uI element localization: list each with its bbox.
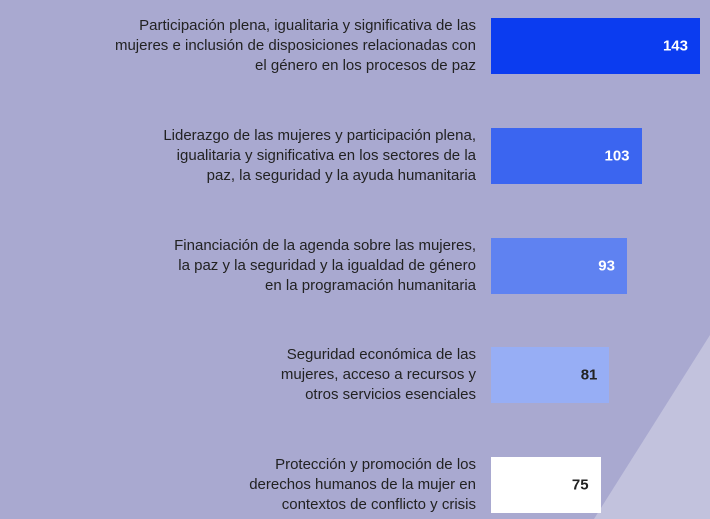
background-shape [594, 335, 710, 519]
value-label: 75 [571, 476, 589, 494]
bar: 75 [491, 457, 601, 513]
bar: 143 [491, 18, 700, 74]
bar: 103 [491, 127, 642, 184]
bar: 93 [491, 237, 627, 294]
value-label: 81 [580, 366, 598, 384]
bar: 81 [491, 347, 610, 404]
value-label: 103 [604, 147, 630, 165]
category-label: Participación plena, igualitaria y signi… [114, 17, 476, 74]
category-label: Financiación de la agenda sobre las muje… [174, 236, 476, 294]
category-label: Protección y promoción de los derechos h… [249, 456, 476, 513]
category-label: Seguridad económica de las mujeres, acce… [280, 346, 476, 404]
category-label: Liderazgo de las mujeres y participación… [163, 126, 476, 184]
value-label: 93 [598, 257, 615, 274]
value-label: 143 [662, 37, 688, 55]
